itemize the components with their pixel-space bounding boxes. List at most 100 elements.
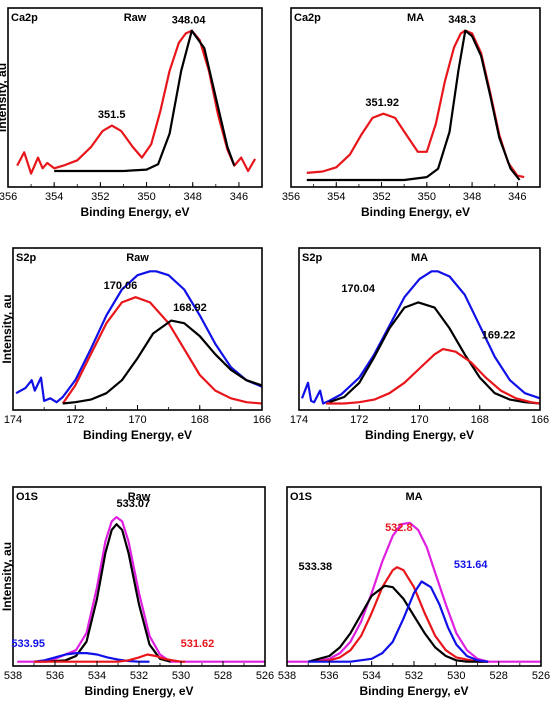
x-tick-label: 174	[4, 414, 22, 426]
x-axis-title: Binding Energy, eV	[359, 684, 468, 698]
y-axis-title: Intensity, au	[0, 542, 14, 611]
series-line-1	[287, 521, 541, 663]
chart-panel-1: 356 354 352 350 348 346 Binding Energy, eV Inte…	[0, 7, 263, 219]
peak-label: 531.62	[181, 638, 215, 650]
x-tick-label: 356	[282, 191, 300, 203]
chart-panel-5: 538 536 534 532 530 528 526 Binding Energy, eV I…	[0, 486, 274, 698]
series-line-1	[15, 270, 262, 404]
x-tick-label: 526	[532, 670, 550, 682]
x-tick-label: 168	[191, 414, 209, 426]
panel-title: MA	[407, 12, 424, 24]
x-tick-label: 530	[447, 670, 465, 682]
series-line-3	[33, 652, 150, 663]
series-group	[306, 29, 525, 182]
x-tick-label: 352	[91, 191, 109, 203]
y-axis-title: Intensity, au	[0, 63, 9, 132]
x-tick-label: 350	[418, 191, 436, 203]
x-tick-label: 532	[405, 670, 423, 682]
panel-title: MA	[405, 491, 422, 503]
series-group	[287, 521, 541, 663]
series-line-3	[307, 584, 489, 663]
x-tick-label: 536	[46, 670, 64, 682]
series-group	[15, 270, 262, 405]
peak-label: 532.8	[385, 522, 413, 534]
peak-label: 168.92	[173, 302, 207, 314]
series-group	[16, 29, 257, 175]
x-tick-label: 354	[327, 191, 345, 203]
x-tick-label: 536	[320, 670, 338, 682]
series-line-2	[54, 29, 236, 173]
panel-title: Raw	[126, 252, 149, 264]
plot-frame	[7, 7, 263, 188]
x-tick-label: 526	[256, 670, 274, 682]
x-axis-title: Binding Energy, eV	[365, 428, 474, 442]
peak-label: 170.04	[341, 283, 376, 295]
peak-label: 533.07	[117, 498, 151, 510]
plot-frame	[290, 7, 541, 188]
chart-panel-6: 538 536 534 532 530 528 526 Binding Energy, eV O…	[278, 486, 550, 698]
plot-frame	[12, 247, 263, 411]
series-line-1	[300, 270, 540, 405]
chart-panel-2: 356 354 352 350 348 346 Binding Energy, eV Ca2p…	[282, 7, 541, 219]
panel-element-label: S2p	[302, 252, 322, 264]
x-tick-label: 172	[66, 414, 84, 426]
panel-element-label: Ca2p	[11, 12, 38, 24]
series-line-4	[308, 580, 489, 663]
series-line-1	[17, 516, 265, 663]
x-tick-label: 348	[184, 191, 202, 203]
peak-label: 169.22	[482, 330, 516, 342]
x-tick-label: 534	[88, 670, 106, 682]
peak-label: 348.04	[172, 14, 207, 26]
panel-title: Raw	[128, 491, 151, 503]
x-tick-label: 534	[362, 670, 380, 682]
panel-title: MA	[411, 252, 428, 264]
x-tick-label: 532	[130, 670, 148, 682]
plot-frame	[12, 486, 266, 667]
chart-panel-4: 174 172 170 168 166 Binding Energy, eV S2p MA 17…	[290, 247, 549, 442]
x-tick-label: 170	[410, 414, 428, 426]
x-tick-label: 166	[253, 414, 271, 426]
peak-label: 531.64	[454, 559, 489, 571]
peak-label: 533.38	[299, 561, 333, 573]
x-axis-title: Binding Energy, eV	[80, 205, 189, 219]
y-axis-title: Intensity, au	[0, 294, 14, 363]
panel-element-label: Ca2p	[294, 12, 321, 24]
x-tick-label: 346	[508, 191, 526, 203]
x-tick-label: 172	[350, 414, 368, 426]
series-line-1	[16, 29, 257, 175]
x-tick-label: 538	[278, 670, 296, 682]
peak-label: 533.95	[11, 638, 45, 650]
x-tick-label: 356	[0, 191, 17, 203]
x-tick-label: 348	[463, 191, 481, 203]
series-group	[300, 270, 540, 405]
panel-title: Raw	[124, 12, 147, 24]
x-tick-label: 530	[172, 670, 190, 682]
x-axis-title: Binding Energy, eV	[361, 205, 470, 219]
series-line-4	[34, 653, 186, 663]
panel-element-label: O1S	[290, 491, 312, 503]
peak-label: 351.92	[365, 97, 399, 109]
x-tick-label: 354	[45, 191, 63, 203]
series-line-3	[62, 319, 262, 405]
panel-element-label: S2p	[16, 252, 36, 264]
series-line-2	[306, 29, 521, 182]
panel-element-label: O1S	[16, 491, 38, 503]
x-tick-label: 350	[137, 191, 155, 203]
x-tick-label: 346	[230, 191, 248, 203]
peak-label: 348.3	[448, 14, 476, 26]
x-axis-title: Binding Energy, eV	[83, 428, 192, 442]
series-line-3	[326, 348, 540, 405]
x-tick-label: 170	[128, 414, 146, 426]
peak-label: 351.5	[98, 109, 126, 121]
x-tick-label: 538	[4, 670, 22, 682]
x-tick-label: 352	[372, 191, 390, 203]
x-tick-label: 528	[214, 670, 232, 682]
series-line-2	[61, 296, 262, 405]
x-tick-label: 168	[471, 414, 489, 426]
x-axis-title: Binding Energy, eV	[84, 684, 193, 698]
series-group	[17, 516, 265, 663]
series-line-2	[328, 301, 540, 405]
series-line-2	[308, 566, 489, 663]
x-tick-label: 174	[290, 414, 308, 426]
